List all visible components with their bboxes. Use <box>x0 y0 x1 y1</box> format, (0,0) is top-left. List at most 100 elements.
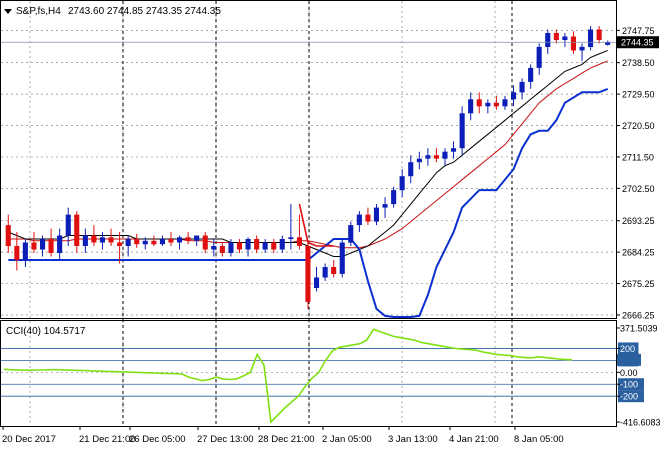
candle[interactable] <box>493 95 499 110</box>
candle[interactable] <box>279 235 285 254</box>
candle[interactable] <box>271 239 277 254</box>
candle[interactable] <box>82 228 88 254</box>
candle[interactable] <box>373 204 379 226</box>
candle[interactable] <box>339 239 345 278</box>
candle-body <box>5 225 11 247</box>
candle[interactable] <box>159 235 165 247</box>
candles[interactable] <box>5 25 611 309</box>
candle[interactable] <box>331 259 337 278</box>
candle[interactable] <box>254 235 260 254</box>
candle[interactable] <box>5 214 11 254</box>
candle[interactable] <box>219 242 225 257</box>
candle[interactable] <box>562 32 568 47</box>
candle-body <box>48 239 54 253</box>
triangle-down-icon[interactable] <box>4 9 12 14</box>
candle[interactable] <box>476 92 482 114</box>
time-tick-label: 4 Jan 21:00 <box>449 434 499 445</box>
candle-body <box>185 237 191 241</box>
candle[interactable] <box>288 204 294 250</box>
candle[interactable] <box>40 235 46 257</box>
candle[interactable] <box>177 235 183 250</box>
candle[interactable] <box>459 106 465 156</box>
candle-body <box>159 239 165 245</box>
cci-tick-label: 371.5039 <box>620 324 658 334</box>
candle[interactable] <box>433 148 439 163</box>
candle[interactable] <box>399 169 405 198</box>
candle[interactable] <box>228 239 234 257</box>
cci-level-marker <box>618 390 644 403</box>
time-tick-label: 21 Dec 21:00 <box>79 434 136 445</box>
candle-body <box>14 246 20 260</box>
candle-body <box>476 99 482 107</box>
candle-body <box>399 176 405 191</box>
price-axis[interactable]: 2747.75 2738.50 2729.50 2720.50 2711.50 2702.… <box>1 26 659 321</box>
candle[interactable] <box>117 232 123 264</box>
candle-body <box>545 33 551 47</box>
candle[interactable] <box>151 235 157 247</box>
candle[interactable] <box>425 148 431 166</box>
candle-body <box>228 242 234 253</box>
candle[interactable] <box>545 29 551 54</box>
candle[interactable] <box>108 228 114 247</box>
candle[interactable] <box>22 239 28 267</box>
candle[interactable] <box>596 25 602 44</box>
candle[interactable] <box>605 40 611 46</box>
candle[interactable] <box>202 232 208 254</box>
candle[interactable] <box>305 242 311 309</box>
candle[interactable] <box>322 263 328 281</box>
candle[interactable] <box>211 239 217 257</box>
candle-body <box>245 239 251 250</box>
candle[interactable] <box>74 211 80 254</box>
candle[interactable] <box>65 207 71 247</box>
candle[interactable] <box>356 211 362 233</box>
candle[interactable] <box>314 266 320 292</box>
candle[interactable] <box>442 148 448 166</box>
candle[interactable] <box>262 239 268 254</box>
current-price-label: 2744.35 <box>621 38 654 48</box>
candle-body <box>40 239 46 250</box>
candle[interactable] <box>511 85 517 107</box>
candle[interactable] <box>391 186 397 208</box>
candle[interactable] <box>91 225 97 247</box>
candle[interactable] <box>125 235 131 257</box>
candle[interactable] <box>536 43 542 75</box>
candle-body <box>339 242 345 274</box>
candle[interactable] <box>408 155 414 184</box>
candle[interactable] <box>553 29 559 44</box>
candle[interactable] <box>468 92 474 121</box>
candle[interactable] <box>519 78 525 100</box>
candle-body <box>459 113 465 149</box>
candle[interactable] <box>416 151 422 170</box>
candle[interactable] <box>348 221 354 247</box>
candle[interactable] <box>142 237 148 250</box>
candle[interactable] <box>382 197 388 219</box>
candle[interactable] <box>236 239 242 254</box>
candle[interactable] <box>57 228 63 260</box>
candle-body <box>502 99 508 107</box>
candle[interactable] <box>99 232 105 250</box>
candle[interactable] <box>528 64 534 89</box>
candle[interactable] <box>296 214 302 250</box>
candle[interactable] <box>31 232 37 254</box>
candle[interactable] <box>134 233 140 248</box>
candle[interactable] <box>485 99 491 114</box>
candle-body <box>142 240 148 245</box>
candle[interactable] <box>588 25 594 51</box>
candle-body <box>254 239 260 250</box>
candle[interactable] <box>194 235 200 247</box>
candle[interactable] <box>579 43 585 61</box>
candle[interactable] <box>502 95 508 110</box>
candle[interactable] <box>48 228 54 257</box>
candle-body <box>322 267 328 278</box>
cci-axis[interactable]: 371.50392001000.00-100-200-416.6083 <box>616 324 660 428</box>
candle[interactable] <box>14 232 20 271</box>
candle[interactable] <box>451 141 457 159</box>
candle[interactable] <box>168 232 174 247</box>
candle[interactable] <box>245 237 251 257</box>
candle-body <box>348 225 354 243</box>
candle[interactable] <box>365 207 371 226</box>
candle[interactable] <box>185 232 191 245</box>
candle-body <box>296 237 302 246</box>
